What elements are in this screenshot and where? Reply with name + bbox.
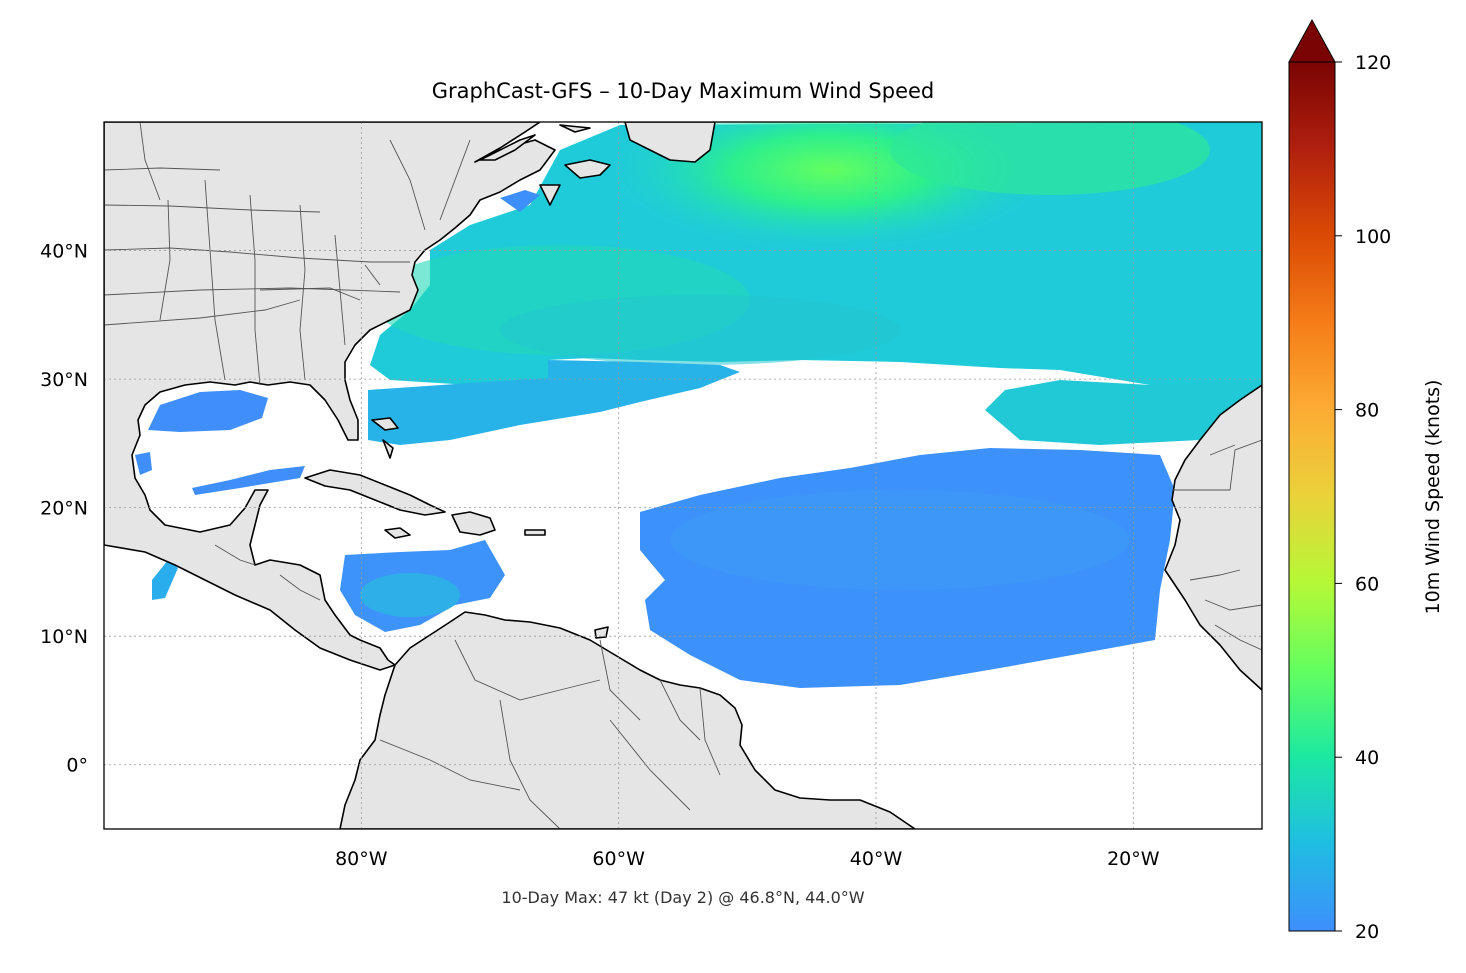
colorbar-tick-label: 120 bbox=[1355, 52, 1391, 74]
lat-tick-label: 20°N bbox=[40, 498, 88, 520]
wind-region-canaries bbox=[985, 380, 1262, 445]
colorbar-tick-label: 40 bbox=[1355, 747, 1379, 769]
map-panel[interactable] bbox=[104, 90, 1262, 829]
map-title: GraphCast-GFS – 10-Day Maximum Wind Spee… bbox=[432, 79, 935, 103]
land-hispaniola bbox=[451, 511, 496, 536]
max-wind-annotation: 10-Day Max: 47 kt (Day 2) @ 46.8°N, 44.0… bbox=[501, 888, 864, 907]
colorbar-tick-label: 100 bbox=[1355, 226, 1391, 248]
lat-tick-label: 30°N bbox=[40, 369, 88, 391]
wind-region-pacific bbox=[152, 560, 178, 600]
colorbar-tick-label: 20 bbox=[1355, 921, 1379, 943]
colorbar-label: 10m Wind Speed (knots) bbox=[1422, 380, 1444, 615]
land-africa bbox=[1164, 384, 1262, 691]
lat-tick-label: 40°N bbox=[40, 241, 88, 263]
lon-tick-label: 20°W bbox=[1107, 848, 1160, 870]
land-masses bbox=[104, 122, 1262, 829]
colorbar-gradient bbox=[1289, 62, 1335, 931]
lon-tick-label: 60°W bbox=[592, 848, 645, 870]
colorbar-tick-label: 80 bbox=[1355, 400, 1379, 422]
lat-tick-label: 10°N bbox=[40, 626, 88, 648]
country-borders bbox=[104, 122, 1262, 829]
wind-field bbox=[135, 122, 1262, 688]
colorbar-frame bbox=[1288, 61, 1336, 932]
lat-tick-label: 0° bbox=[66, 755, 88, 777]
wind-region-yucatan bbox=[192, 466, 305, 495]
wind-region-bahamas bbox=[368, 360, 740, 445]
land-south-america bbox=[339, 611, 916, 829]
land-cuba bbox=[304, 469, 446, 516]
land-newfoundland bbox=[564, 159, 611, 179]
colorbar-tick-label: 60 bbox=[1355, 573, 1379, 595]
lon-tick-label: 80°W bbox=[335, 848, 388, 870]
gridlines bbox=[104, 122, 1262, 829]
map-frame bbox=[103, 121, 1263, 830]
wind-region-gulf bbox=[148, 390, 268, 432]
lon-tick-label: 40°W bbox=[850, 848, 903, 870]
land-north-america bbox=[104, 122, 556, 671]
colorbar-extend-max-arrow bbox=[1288, 18, 1336, 63]
colorbar: 120 100 80 60 40 20 10m Wind Speed (knots) bbox=[1288, 18, 1444, 943]
longitude-labels: 80°W 60°W 40°W 20°W bbox=[335, 848, 1160, 870]
latitude-labels: 40°N 30°N 20°N 10°N 0° bbox=[40, 241, 88, 777]
colorbar-ticks: 120 100 80 60 40 20 bbox=[1335, 52, 1391, 943]
